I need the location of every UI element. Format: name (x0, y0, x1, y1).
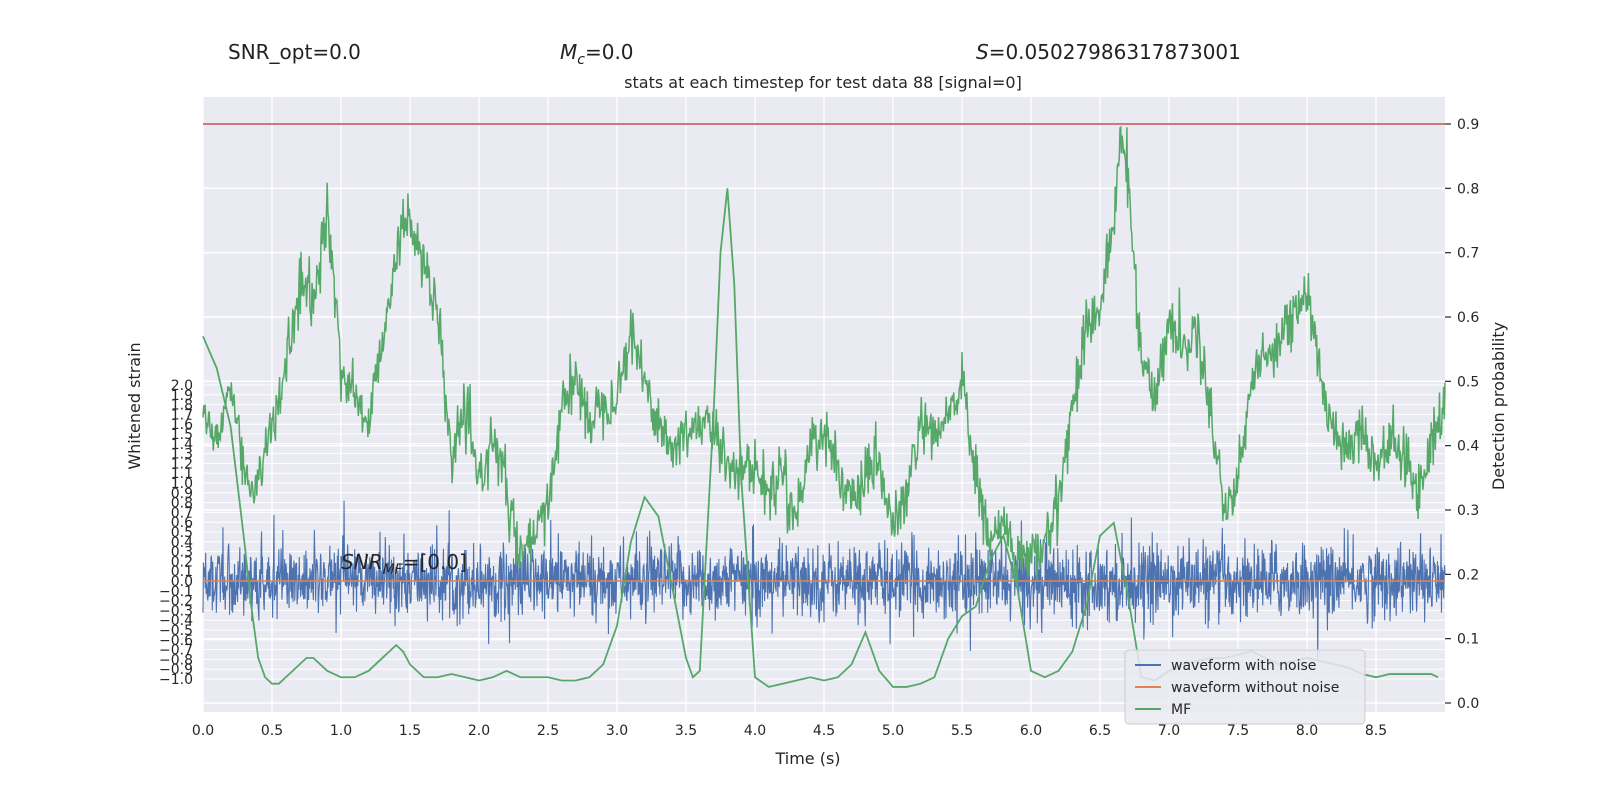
y-left-tick-label: 1.1 (171, 466, 193, 482)
y-left-tick-label: 1.2 (171, 456, 193, 472)
y-right-tick-label: 0.3 (1457, 503, 1479, 519)
y-left-tick-label: 0.0 (171, 574, 193, 590)
y-left-tick-label: 0.8 (171, 496, 193, 512)
chart-title: stats at each timestep for test data 88 … (624, 73, 1022, 92)
y-left-tick-label: 1.0 (171, 476, 193, 492)
y-left-tick-label: 1.3 (171, 447, 193, 463)
y-left-tick-label: −0.9 (159, 662, 193, 678)
x-tick-label: 3.0 (606, 723, 628, 739)
y-right-tick-label: 0.8 (1457, 181, 1479, 197)
y-left-tick-label: −0.1 (159, 584, 193, 600)
x-tick-label: 6.5 (1089, 723, 1111, 739)
score-label: S=0.05027986317873001 (976, 40, 1241, 64)
legend-entry: waveform without noise (1171, 680, 1339, 696)
x-tick-label: 4.5 (813, 723, 835, 739)
series-detection-noisy (202, 125, 1446, 586)
y-left-tick-label: 1.8 (171, 398, 193, 414)
s-symbol: S (976, 40, 989, 64)
snr-mf-annotation: SNRMF=[0.0] (341, 550, 467, 578)
x-tick-label: 4.0 (744, 723, 766, 739)
x-tick-label: 6.0 (1020, 723, 1042, 739)
y-left-tick-label: −0.6 (159, 633, 193, 649)
x-tick-label: 0.0 (192, 723, 214, 739)
y-left-tick-label: −0.5 (159, 623, 193, 639)
y-axis-right-label: Detection probability (1489, 322, 1508, 490)
x-tick-label: 7.5 (1227, 723, 1249, 739)
x-tick-label: 7.0 (1158, 723, 1180, 739)
y-left-tick-label: 1.9 (171, 388, 193, 404)
y-right-tick-label: 0.6 (1457, 310, 1479, 326)
y-left-tick-label: 0.4 (171, 535, 193, 551)
s-value: =0.05027986317873001 (988, 40, 1241, 64)
x-tick-label: 1.0 (330, 723, 352, 739)
legend-entry: waveform with noise (1171, 658, 1316, 674)
y-right-tick-label: 0.0 (1457, 696, 1479, 712)
y-right-tick-label: 0.4 (1457, 439, 1479, 455)
y-left-tick-label: 1.5 (171, 427, 193, 443)
chirp-mass-label: Mc=0.0 (560, 40, 634, 68)
mc-subscript: c (577, 52, 585, 68)
y-right-tick-label: 0.7 (1457, 246, 1479, 262)
y-left-tick-label: 0.2 (171, 554, 193, 570)
x-tick-label: 2.0 (468, 723, 490, 739)
y-left-tick-label: 0.9 (171, 486, 193, 502)
y-right-tick-label: 0.1 (1457, 632, 1479, 648)
x-tick-label: 1.5 (399, 723, 421, 739)
y-left-tick-label: 0.5 (171, 525, 193, 541)
mc-value: =0.0 (584, 40, 634, 64)
y-axis-left-label: Whitened strain (125, 342, 144, 469)
x-tick-label: 8.0 (1296, 723, 1318, 739)
legend-box (1124, 649, 1366, 725)
y-left-tick-label: −0.3 (159, 603, 193, 619)
x-tick-label: 5.0 (882, 723, 904, 739)
mc-symbol: M (560, 40, 578, 64)
series-waveform-with-noise (202, 500, 1446, 659)
y-left-tick-label: 1.6 (171, 417, 193, 433)
y-left-tick-label: 2.0 (171, 378, 193, 394)
x-tick-label: 2.5 (537, 723, 559, 739)
y-right-tick-label: 0.5 (1457, 374, 1479, 390)
x-tick-label: 8.5 (1365, 723, 1387, 739)
x-axis-label: Time (s) (774, 749, 840, 768)
y-left-tick-label: −0.4 (159, 613, 193, 629)
legend: waveform with noise waveform without nois… (1124, 649, 1366, 725)
y-left-tick-label: 0.7 (171, 505, 193, 521)
x-tick-label: 0.5 (261, 723, 283, 739)
y-left-tick-label: 0.3 (171, 545, 193, 561)
x-tick-label: 5.5 (951, 723, 973, 739)
y-left-tick-label: 1.4 (171, 437, 193, 453)
snr-opt-label: SNR_opt=0.0 (228, 40, 361, 64)
y-left-tick-label: 0.6 (171, 515, 193, 531)
legend-entry: MF (1171, 702, 1191, 718)
y-left-tick-label: −0.7 (159, 643, 193, 659)
y-left-tick-label: −1.0 (159, 672, 193, 688)
y-left-tick-label: −0.8 (159, 652, 193, 668)
y-right-tick-label: 0.2 (1457, 567, 1479, 583)
y-left-tick-label: 1.7 (171, 407, 193, 423)
y-left-tick-label: −0.2 (159, 594, 193, 610)
y-left-tick-label: 0.1 (171, 564, 193, 580)
y-right-tick-label: 0.9 (1457, 117, 1479, 133)
x-tick-label: 3.5 (675, 723, 697, 739)
